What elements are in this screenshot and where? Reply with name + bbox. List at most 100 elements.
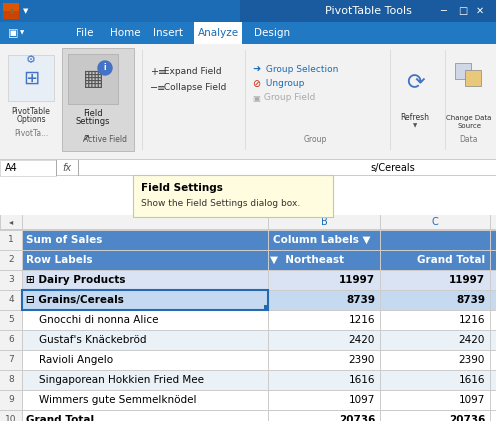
Bar	[0, 350, 496, 351]
Bar	[3, 25, 23, 40]
Bar	[56, 160, 57, 176]
Text: PivotTa...: PivotTa...	[14, 130, 48, 139]
Text: fx: fx	[62, 163, 71, 173]
Text: ⊟ Grains/Cereals: ⊟ Grains/Cereals	[26, 295, 124, 305]
Text: 1097: 1097	[459, 395, 485, 405]
Bar	[0, 22, 496, 44]
Text: Active Field: Active Field	[83, 136, 127, 144]
Text: 8739: 8739	[456, 295, 485, 305]
Text: Field Settings: Field Settings	[141, 183, 223, 193]
Bar	[245, 50, 246, 150]
Text: Gustaf's Knäckebröd: Gustaf's Knäckebröd	[26, 335, 146, 345]
Bar	[22, 290, 23, 310]
Text: Sum of Sales: Sum of Sales	[26, 235, 102, 245]
Text: ▼: ▼	[23, 8, 28, 14]
Bar	[0, 290, 22, 310]
Bar	[0, 310, 22, 330]
Text: Insert: Insert	[153, 28, 183, 38]
Bar	[268, 290, 269, 310]
Bar	[445, 50, 446, 150]
Bar	[62, 48, 134, 151]
Text: 20736: 20736	[339, 415, 375, 421]
Text: Data: Data	[460, 136, 478, 144]
Bar	[0, 370, 496, 390]
Bar	[0, 370, 496, 371]
Text: PivotTable: PivotTable	[11, 107, 51, 117]
Text: Wimmers gute Semmelknödel: Wimmers gute Semmelknödel	[26, 395, 196, 405]
Text: ─: ─	[440, 6, 446, 16]
Text: 2390: 2390	[349, 355, 375, 365]
Text: 2: 2	[8, 256, 14, 264]
Bar	[22, 310, 23, 330]
Bar	[390, 50, 391, 150]
Bar	[0, 410, 22, 421]
Text: Collapse Field: Collapse Field	[161, 83, 226, 93]
Text: □: □	[458, 6, 467, 16]
Bar	[490, 290, 491, 310]
Bar	[142, 50, 143, 150]
Bar	[490, 390, 491, 410]
Text: ⊞: ⊞	[23, 69, 39, 88]
Text: ▼: ▼	[413, 123, 417, 128]
Bar	[0, 350, 22, 370]
Text: PivotTable Tools: PivotTable Tools	[324, 6, 412, 16]
Bar	[0, 270, 22, 290]
Bar	[22, 270, 23, 290]
Bar	[490, 410, 491, 421]
Bar	[0, 390, 496, 391]
Bar	[490, 230, 491, 250]
Bar	[380, 230, 381, 250]
Bar	[3, 3, 19, 19]
Bar	[22, 250, 23, 270]
Text: 1216: 1216	[349, 315, 375, 325]
Bar	[0, 270, 496, 271]
Text: ▣: ▣	[252, 93, 260, 102]
Bar	[448, 58, 490, 108]
Bar	[0, 390, 22, 410]
Bar	[0, 410, 496, 421]
Text: B: B	[320, 217, 327, 227]
Bar	[0, 270, 496, 290]
Bar	[0, 230, 22, 250]
Text: 7: 7	[8, 355, 14, 365]
Text: 1: 1	[8, 235, 14, 245]
Bar	[490, 350, 491, 370]
Bar	[22, 350, 23, 370]
Bar	[22, 230, 23, 250]
Bar	[0, 330, 496, 331]
Bar	[0, 370, 22, 390]
Bar	[0, 159, 496, 160]
Bar	[22, 410, 23, 421]
Text: ▦: ▦	[82, 69, 104, 89]
Bar	[0, 160, 56, 176]
Bar	[268, 410, 269, 421]
Bar	[0, 290, 496, 291]
Text: ▮: ▮	[9, 8, 13, 14]
Bar	[490, 270, 491, 290]
Text: 8739: 8739	[346, 295, 375, 305]
Bar	[380, 370, 381, 390]
Text: ➜: ➜	[252, 65, 260, 75]
Bar	[380, 410, 381, 421]
Bar	[22, 330, 23, 350]
Bar	[490, 330, 491, 350]
Text: File: File	[76, 28, 94, 38]
Text: 1097: 1097	[349, 395, 375, 405]
Bar	[0, 250, 22, 270]
Text: 1216: 1216	[458, 315, 485, 325]
Bar	[22, 390, 23, 410]
Text: Singaporean Hokkien Fried Mee: Singaporean Hokkien Fried Mee	[26, 375, 204, 385]
Bar	[455, 63, 471, 79]
Bar	[490, 250, 491, 270]
Bar	[0, 230, 496, 231]
Text: Group Selection: Group Selection	[263, 66, 338, 75]
Text: 3: 3	[8, 275, 14, 285]
Text: ◂: ◂	[9, 218, 13, 226]
Bar	[22, 370, 23, 390]
Text: Gnocchi di nonna Alice: Gnocchi di nonna Alice	[26, 315, 159, 325]
Bar	[22, 290, 268, 310]
Text: 5: 5	[8, 315, 14, 325]
Bar	[380, 330, 381, 350]
Bar	[268, 350, 269, 370]
Text: Options: Options	[16, 115, 46, 123]
